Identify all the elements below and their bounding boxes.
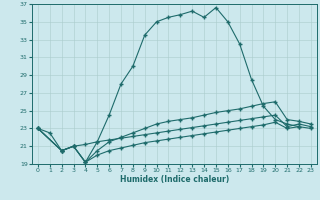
X-axis label: Humidex (Indice chaleur): Humidex (Indice chaleur)	[120, 175, 229, 184]
